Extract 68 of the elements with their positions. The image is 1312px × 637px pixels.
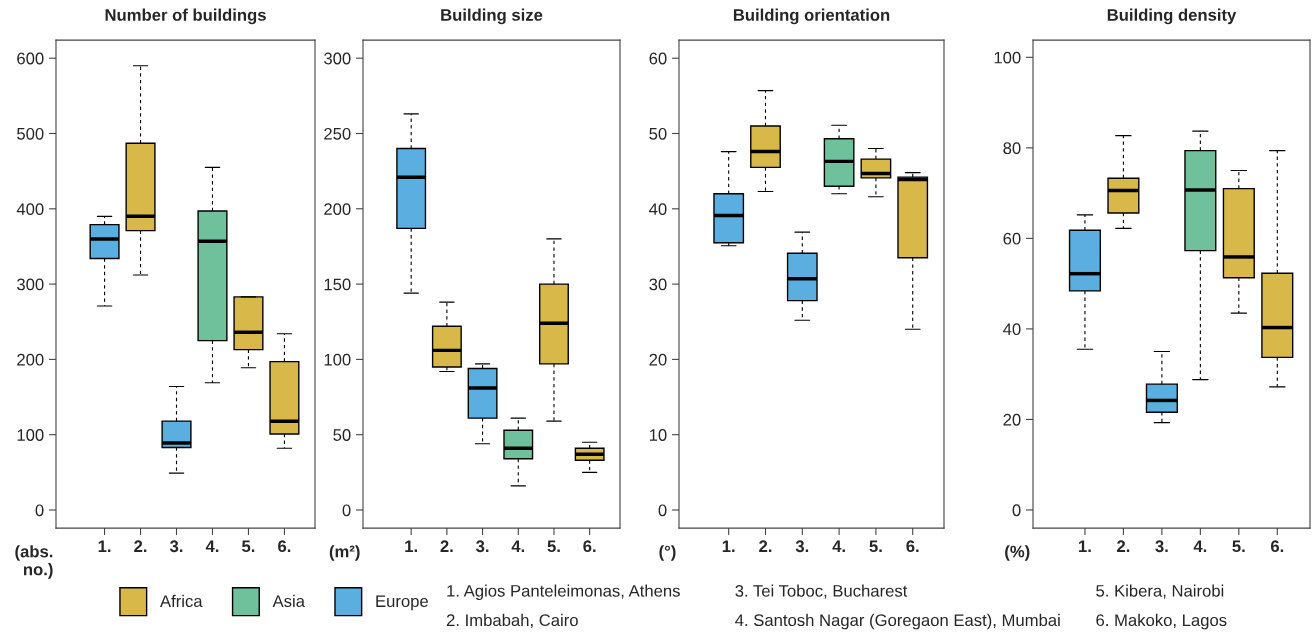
- legend-label: Africa: [159, 594, 203, 608]
- x-tick-label: 6.: [906, 540, 919, 553]
- y-axis-title: (%): [1005, 545, 1030, 561]
- x-tick-label: 2.: [759, 540, 772, 552]
- y-tick-label: 400: [16, 203, 44, 216]
- x-tick-label: 4.: [832, 540, 845, 552]
- y-tick-label: 50: [333, 429, 351, 441]
- y-axis-title: (m²): [329, 545, 360, 561]
- x-tick-label: 3.: [476, 540, 489, 553]
- chart-title: Building size: [441, 8, 543, 25]
- text: 3. Tei Toboc, Bucharest: [735, 584, 908, 599]
- x-tick-label: 1.: [405, 540, 417, 552]
- x-tick-label: 6.: [278, 540, 291, 553]
- y-tick-label: 100: [994, 51, 1021, 64]
- x-tick-label: 2.: [134, 540, 147, 552]
- x-tick-label: 4.: [205, 540, 219, 552]
- y-tick-label: 0: [1012, 504, 1021, 517]
- text: 2. Imbabah, Cairo: [446, 613, 578, 629]
- x-tick-label: 2.: [1117, 540, 1130, 552]
- chart-title: Number of buildings: [105, 8, 266, 25]
- y-tick-label: 300: [324, 52, 351, 65]
- x-tick-label: 5.: [869, 540, 882, 553]
- y-tick-label: 200: [17, 353, 44, 366]
- y-tick-label: 20: [649, 353, 667, 366]
- y-tick-label: 40: [649, 203, 667, 216]
- y-tick-label: 40: [1003, 323, 1021, 336]
- y-tick-label: 50: [649, 127, 667, 140]
- y-tick-label: 20: [1003, 413, 1021, 426]
- y-tick-label: 80: [1003, 142, 1021, 155]
- legend-label: Europe: [376, 595, 428, 611]
- y-tick-label: 10: [649, 429, 667, 441]
- x-tick-label: 2.: [440, 540, 453, 552]
- y-tick-label: 600: [17, 52, 44, 65]
- x-tick-label: 5.: [1232, 540, 1245, 553]
- chart-title: Building orientation: [733, 8, 890, 25]
- y-tick-label: 60: [649, 52, 667, 65]
- text: 1. Agios Panteleimonas, Athens: [447, 584, 680, 601]
- y-tick-label: 150: [324, 278, 351, 291]
- x-tick-label: 3.: [169, 540, 183, 553]
- x-tick-label: 3.: [795, 540, 809, 553]
- x-tick-label: 1.: [1079, 540, 1091, 552]
- y-tick-label: 500: [17, 127, 44, 140]
- x-tick-label: 5.: [242, 540, 255, 553]
- y-tick-label: 0: [35, 504, 44, 517]
- y-axis-title: (abs. no.): [15, 545, 53, 579]
- x-tick-label: 6.: [1270, 540, 1284, 553]
- legend-label: Asia: [272, 594, 305, 608]
- x-tick-label: 4.: [1193, 540, 1207, 552]
- y-tick-label: 30: [649, 278, 667, 291]
- x-tick-label: 3.: [1155, 540, 1168, 553]
- x-tick-label: 1.: [98, 540, 111, 552]
- y-tick-label: 300: [17, 278, 44, 291]
- x-tick-label: 6.: [583, 540, 596, 553]
- chart-title: Building density: [1107, 8, 1237, 25]
- y-tick-label: 200: [324, 203, 351, 216]
- text: 4. Santosh Nagar (Goregaon East), Mumbai: [735, 613, 1060, 630]
- x-tick-label: 4.: [511, 540, 525, 552]
- text: 6. Makoko, Lagos: [1096, 613, 1227, 630]
- x-tick-label: 1.: [722, 540, 735, 552]
- text: 5. Kibera, Nairobi: [1096, 584, 1224, 599]
- x-tick-label: 5.: [547, 540, 560, 553]
- y-tick-label: 0: [658, 504, 667, 517]
- y-tick-label: 60: [1003, 232, 1021, 245]
- y-tick-label: 0: [342, 504, 351, 517]
- y-axis-title: (°): [659, 545, 676, 561]
- y-tick-label: 100: [17, 429, 44, 441]
- y-tick-label: 100: [324, 353, 351, 366]
- y-tick-label: 250: [324, 127, 351, 140]
